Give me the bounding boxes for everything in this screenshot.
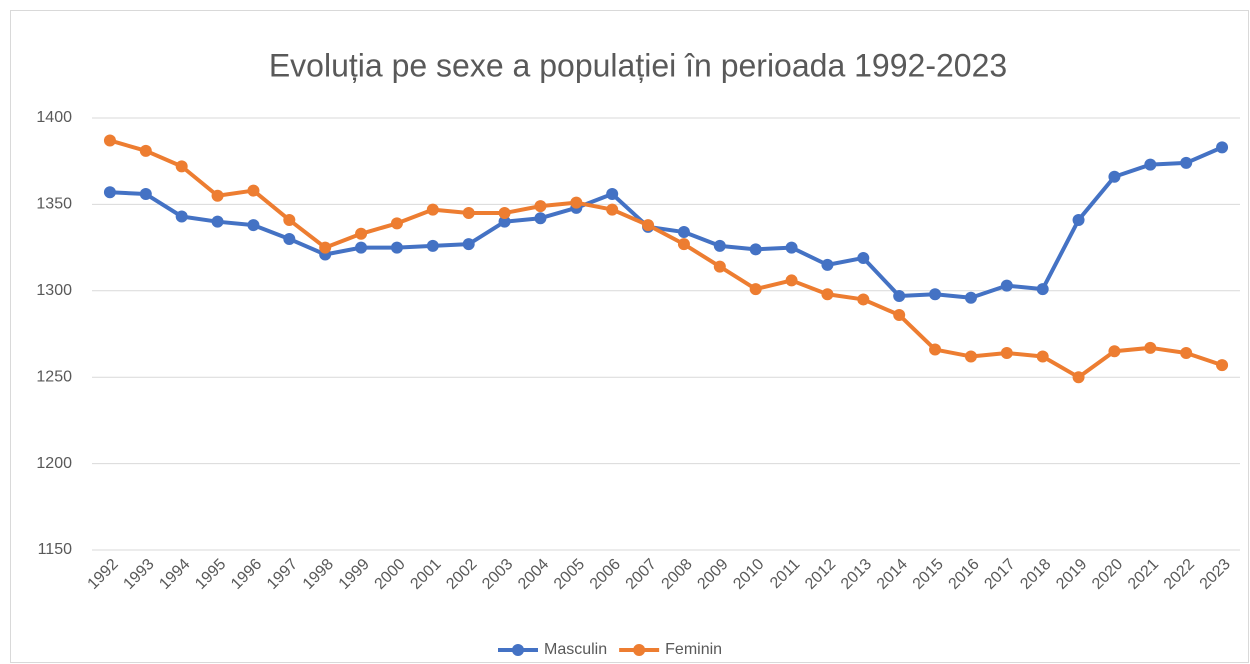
- data-point: [964, 291, 977, 304]
- y-tick-label: 1200: [36, 455, 72, 472]
- data-point: [247, 219, 260, 232]
- series-line: [109, 145, 1223, 300]
- data-point: [426, 203, 439, 216]
- data-point: [785, 274, 798, 287]
- data-point: [355, 227, 368, 240]
- y-tick-label: 1150: [38, 541, 73, 558]
- data-point: [462, 207, 475, 220]
- data-point: [498, 215, 511, 228]
- data-point: [785, 241, 798, 254]
- data-point: [390, 241, 403, 254]
- data-point: [498, 207, 511, 220]
- legend-marker: [512, 644, 524, 656]
- data-point: [355, 241, 368, 254]
- data-point: [1000, 347, 1013, 360]
- data-point: [713, 239, 726, 252]
- data-point: [103, 186, 116, 199]
- data-point: [1072, 371, 1085, 384]
- data-point: [139, 144, 152, 157]
- y-tick-label: 1350: [36, 196, 72, 213]
- data-point: [749, 243, 762, 256]
- data-point: [893, 289, 906, 302]
- data-point: [175, 210, 188, 223]
- chart-frame: [10, 10, 1249, 663]
- data-point: [606, 203, 619, 216]
- data-point: [1072, 213, 1085, 226]
- data-point: [283, 213, 296, 226]
- chart-title: Evoluția pe sexe a populației în perioad…: [269, 47, 1007, 83]
- data-point: [677, 226, 690, 239]
- data-point: [1180, 156, 1193, 169]
- data-point: [821, 258, 834, 271]
- data-point: [1144, 158, 1157, 171]
- data-point: [1108, 345, 1121, 358]
- data-point: [1144, 341, 1157, 354]
- data-point: [1108, 170, 1121, 183]
- data-point: [642, 219, 655, 232]
- data-point: [964, 350, 977, 363]
- data-point: [1216, 141, 1229, 154]
- y-tick-label: 1400: [36, 109, 72, 126]
- legend-label: Masculin: [544, 641, 607, 658]
- data-point: [247, 184, 260, 197]
- data-point: [606, 188, 619, 201]
- data-point: [749, 283, 762, 296]
- data-point: [1000, 279, 1013, 292]
- data-point: [534, 200, 547, 213]
- data-point: [821, 288, 834, 301]
- data-point: [1036, 350, 1049, 363]
- data-point: [929, 288, 942, 301]
- data-point: [534, 212, 547, 225]
- data-point: [929, 343, 942, 356]
- data-point: [103, 134, 116, 147]
- data-point: [283, 232, 296, 245]
- data-point: [677, 238, 690, 251]
- data-point: [211, 189, 224, 202]
- data-point: [857, 293, 870, 306]
- data-point: [390, 217, 403, 230]
- data-point: [211, 215, 224, 228]
- y-tick-label: 1300: [36, 282, 72, 299]
- data-point: [570, 196, 583, 209]
- data-point: [319, 241, 332, 254]
- data-point: [462, 238, 475, 251]
- data-point: [1180, 347, 1193, 360]
- data-point: [175, 160, 188, 173]
- y-tick-label: 1250: [36, 368, 72, 385]
- legend-marker: [633, 644, 646, 656]
- data-point: [893, 308, 906, 321]
- legend-label: Feminin: [665, 641, 722, 658]
- data-point: [1036, 283, 1049, 296]
- data-point: [139, 188, 152, 201]
- data-point: [1216, 359, 1229, 372]
- series-line: [109, 138, 1223, 380]
- data-point: [857, 251, 870, 264]
- data-point: [713, 260, 726, 273]
- data-point: [426, 239, 439, 252]
